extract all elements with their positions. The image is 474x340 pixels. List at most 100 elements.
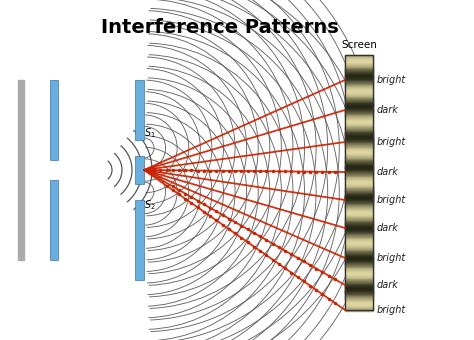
Bar xyxy=(345,200,373,202)
Bar xyxy=(345,98,373,99)
Bar xyxy=(345,72,373,73)
Bar xyxy=(345,106,373,107)
Bar xyxy=(345,133,373,135)
Bar xyxy=(345,308,373,310)
Bar xyxy=(345,142,373,143)
Bar xyxy=(345,183,373,185)
Bar xyxy=(345,263,373,265)
Bar xyxy=(345,147,373,148)
Bar xyxy=(345,295,373,296)
Bar xyxy=(345,117,373,118)
Bar xyxy=(345,81,373,82)
Bar xyxy=(345,216,373,217)
Bar xyxy=(345,229,373,231)
Bar xyxy=(345,238,373,239)
Bar xyxy=(345,77,373,79)
Bar xyxy=(345,119,373,120)
Bar xyxy=(345,227,373,228)
Bar xyxy=(345,120,373,121)
Bar xyxy=(345,235,373,237)
Bar xyxy=(345,114,373,115)
Bar xyxy=(345,188,373,189)
Bar xyxy=(345,246,373,248)
Bar xyxy=(345,128,373,130)
Bar xyxy=(345,67,373,68)
Bar xyxy=(345,300,373,301)
Bar xyxy=(345,97,373,98)
Bar xyxy=(345,161,373,163)
Text: dark: dark xyxy=(377,167,399,177)
Bar xyxy=(345,207,373,208)
Bar xyxy=(345,166,373,168)
Bar xyxy=(345,228,373,230)
Bar xyxy=(345,180,373,181)
Bar xyxy=(345,309,373,310)
Bar xyxy=(345,279,373,281)
Bar xyxy=(345,212,373,214)
Bar xyxy=(345,55,373,310)
Bar xyxy=(345,242,373,243)
Bar xyxy=(345,276,373,277)
Bar xyxy=(345,75,373,77)
Bar xyxy=(345,105,373,106)
Bar xyxy=(345,63,373,64)
Bar xyxy=(345,301,373,302)
Bar xyxy=(345,107,373,108)
Bar xyxy=(345,132,373,134)
Bar xyxy=(345,141,373,142)
Bar xyxy=(345,59,373,61)
Bar xyxy=(345,296,373,298)
Bar xyxy=(345,268,373,270)
Bar xyxy=(345,57,373,58)
Bar xyxy=(345,283,373,284)
Bar xyxy=(345,220,373,221)
Bar xyxy=(345,271,373,272)
Bar xyxy=(345,58,373,60)
Bar xyxy=(345,159,373,160)
Bar xyxy=(345,164,373,165)
Bar xyxy=(345,135,373,136)
Bar xyxy=(345,112,373,113)
Bar xyxy=(345,179,373,181)
Bar xyxy=(345,209,373,210)
Bar xyxy=(345,199,373,200)
Bar xyxy=(345,302,373,303)
Bar xyxy=(345,69,373,70)
Bar xyxy=(345,74,373,75)
Bar xyxy=(345,297,373,299)
Bar xyxy=(345,255,373,256)
Bar xyxy=(345,136,373,137)
Bar xyxy=(345,144,373,146)
Bar xyxy=(345,190,373,191)
Bar xyxy=(345,74,373,76)
Bar xyxy=(345,158,373,159)
Bar xyxy=(345,189,373,191)
Bar xyxy=(345,80,373,81)
Bar xyxy=(345,295,373,297)
Bar xyxy=(345,200,373,201)
Bar xyxy=(345,250,373,251)
Bar xyxy=(345,65,373,67)
Bar xyxy=(345,160,373,162)
Bar xyxy=(345,210,373,211)
Bar xyxy=(345,113,373,114)
Bar xyxy=(345,64,373,66)
Bar xyxy=(345,131,373,132)
Bar xyxy=(345,193,373,194)
Bar xyxy=(345,260,373,261)
Bar xyxy=(345,174,373,175)
Bar xyxy=(345,70,373,72)
Bar xyxy=(345,66,373,67)
Bar xyxy=(345,265,373,266)
Bar xyxy=(345,91,373,93)
Bar xyxy=(345,176,373,178)
Bar xyxy=(345,101,373,102)
Bar xyxy=(345,154,373,155)
Bar xyxy=(345,188,373,190)
Bar xyxy=(345,122,373,123)
Bar xyxy=(345,206,373,208)
Bar xyxy=(345,289,373,290)
Bar xyxy=(345,125,373,127)
Bar xyxy=(345,287,373,288)
Bar xyxy=(345,302,373,304)
